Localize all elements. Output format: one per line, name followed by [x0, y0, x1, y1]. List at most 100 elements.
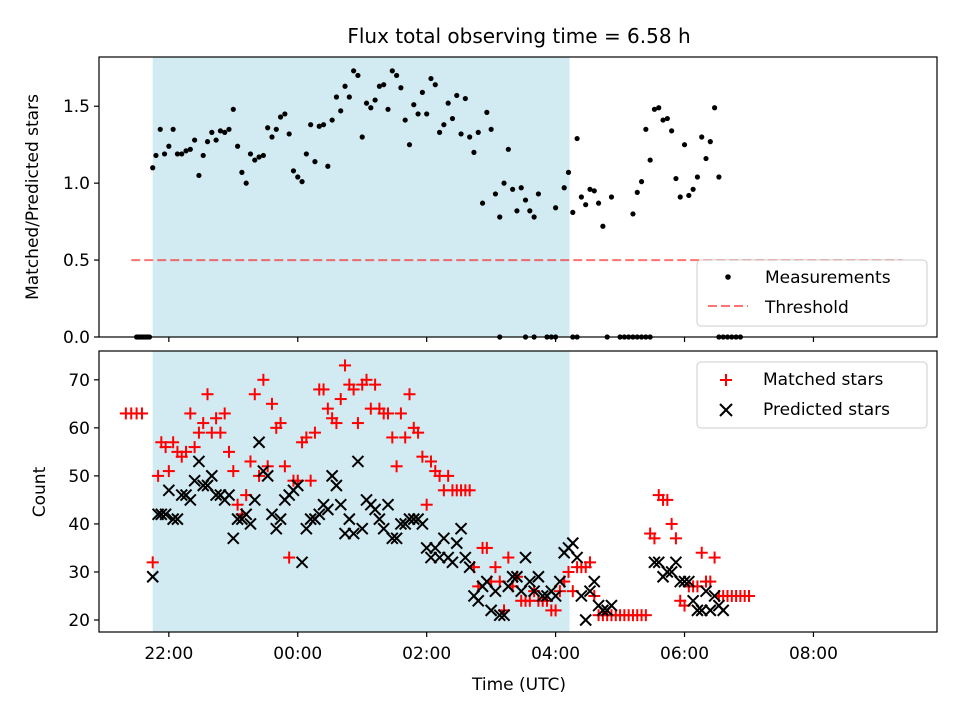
predicted-star-marker [343, 512, 356, 526]
measurement-point [222, 129, 228, 135]
matched-star-marker [583, 556, 596, 569]
predicted-star-marker [394, 517, 408, 531]
predicted-star-marker [463, 560, 476, 574]
matched-star-marker [231, 498, 244, 511]
measurement-point [608, 194, 615, 200]
y-tick-label: 40 [68, 515, 90, 535]
y-tick-label: 20 [68, 611, 90, 631]
matched-star-marker [412, 426, 425, 439]
predicted-star-stroke [566, 536, 579, 550]
predicted-star-stroke [480, 575, 494, 588]
bottom-panel: 20 30 40 50 60 70 22:00 00:00 02:00 04:00 06:00 08… [30, 350, 938, 695]
predicted-star-stroke [248, 493, 261, 507]
predicted-star-marker [553, 575, 567, 588]
matched-star-marker [180, 445, 193, 458]
top-shaded-interval [152, 57, 570, 337]
matched-star-marker [463, 484, 476, 497]
predicted-star-marker [334, 498, 347, 511]
predicted-star-stroke [295, 556, 309, 569]
matched-star-marker [502, 551, 515, 564]
bottom-y-ticks: 20 30 40 50 60 70 [68, 371, 99, 631]
predicted-star-stroke [652, 556, 665, 569]
predicted-star-stroke [343, 512, 356, 526]
measurement-point [419, 89, 425, 95]
predicted-star-stroke [665, 565, 678, 579]
predicted-star-marker [575, 589, 588, 603]
measurement-point [170, 126, 176, 132]
measurement-point [488, 126, 494, 132]
matched-star-marker [265, 397, 278, 410]
legend-measurements-label: Measurements [765, 268, 891, 288]
predicted-star-marker [313, 508, 326, 521]
predicted-star-marker [605, 599, 618, 612]
predicted-star-marker [459, 551, 472, 564]
measurement-point [243, 180, 249, 186]
measurement-point [497, 214, 503, 220]
matched-star-marker [304, 474, 317, 487]
measurement-point [690, 186, 696, 192]
legend-threshold-label: Threshold [764, 298, 849, 318]
predicted-star-stroke [489, 584, 502, 598]
matched-star-marker [192, 426, 205, 439]
top-panel: 0.0 0.5 1.0 1.5 Matched/Predicted stars Mea… [23, 56, 938, 348]
predicted-star-marker [386, 532, 399, 545]
predicted-star-marker [708, 589, 721, 603]
measurement-point [574, 135, 580, 142]
measurement-point [467, 134, 473, 140]
x-tick-label: 06:00 [660, 644, 709, 664]
predicted-star-stroke [368, 503, 382, 516]
measurement-point [153, 152, 159, 159]
measurement-point [600, 223, 606, 229]
top-legend: Measurements Threshold [696, 259, 928, 327]
measurement-point [703, 155, 709, 162]
predicted-star-marker [222, 488, 236, 502]
measurement-point [179, 151, 185, 157]
measurement-point [393, 72, 400, 79]
matched-star-marker [489, 561, 502, 574]
predicted-star-stroke [222, 488, 236, 502]
measurement-point [561, 185, 567, 191]
measurement-point [346, 94, 352, 100]
measurement-point [187, 146, 193, 152]
matched-star-marker [218, 407, 231, 420]
y-tick-label: 0.0 [63, 328, 90, 348]
measurement-point [308, 122, 314, 128]
matched-star-marker [274, 417, 287, 430]
predicted-star-stroke [493, 608, 506, 622]
predicted-star-stroke [497, 608, 511, 622]
legend-predicted-marker [719, 403, 733, 417]
predicted-star-stroke [454, 522, 468, 535]
predicted-star-stroke [394, 517, 408, 531]
predicted-star-marker [437, 532, 451, 545]
measurement-point [204, 139, 211, 145]
predicted-star-stroke [159, 508, 172, 521]
measurement-point [424, 111, 430, 117]
x-axis-label: Time (UTC) [471, 675, 566, 695]
predicted-star-stroke [334, 498, 347, 511]
matched-star-marker [248, 388, 261, 401]
x-tick-label: 04:00 [531, 644, 580, 664]
measurement-point [694, 174, 701, 180]
measurement-point [166, 143, 172, 149]
predicted-star-marker [239, 508, 253, 521]
matched-star-marker [480, 541, 493, 554]
matched-star-marker [386, 431, 399, 444]
predicted-star-stroke [347, 527, 360, 540]
bottom-y-axis-label: Count [30, 466, 50, 517]
predicted-star-stroke [579, 613, 592, 627]
predicted-star-marker [248, 493, 261, 507]
matched-star-marker [695, 546, 708, 559]
matched-star-marker [639, 609, 652, 622]
predicted-star-marker [192, 455, 206, 468]
measurement-point [583, 202, 589, 208]
matched-star-marker [339, 359, 352, 372]
predicted-star-marker [347, 527, 360, 540]
matched-star-marker [347, 383, 360, 396]
predicted-star-marker [497, 608, 511, 622]
matched-star-marker [661, 493, 674, 506]
matched-star-marker [420, 498, 433, 511]
matched-star-marker [300, 431, 313, 444]
measurement-point [647, 157, 653, 163]
measurement-point [501, 180, 507, 186]
